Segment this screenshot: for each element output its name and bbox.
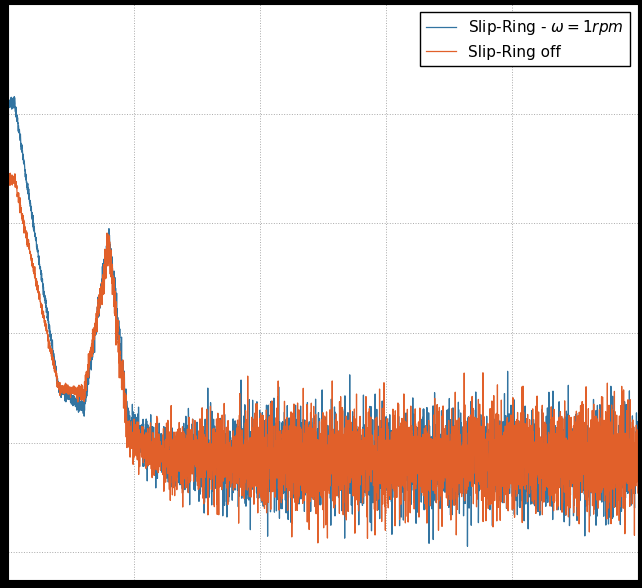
Slip-Ring off bbox=[245, 443, 253, 450]
Slip-Ring off bbox=[314, 539, 322, 546]
Slip-Ring - $\omega = 1rpm$ bbox=[634, 476, 642, 483]
Slip-Ring - $\omega = 1rpm$ bbox=[245, 455, 253, 462]
Slip-Ring off bbox=[474, 421, 482, 428]
Slip-Ring off bbox=[119, 356, 126, 363]
Slip-Ring off bbox=[4, 176, 12, 183]
Slip-Ring - $\omega = 1rpm$ bbox=[10, 93, 18, 100]
Slip-Ring off bbox=[523, 439, 530, 446]
Slip-Ring - $\omega = 1rpm$ bbox=[4, 95, 12, 102]
Line: Slip-Ring - $\omega = 1rpm$: Slip-Ring - $\omega = 1rpm$ bbox=[8, 96, 638, 546]
Slip-Ring - $\omega = 1rpm$ bbox=[382, 452, 390, 459]
Slip-Ring - $\omega = 1rpm$ bbox=[474, 450, 482, 457]
Slip-Ring off bbox=[6, 170, 14, 177]
Slip-Ring off bbox=[382, 456, 390, 463]
Slip-Ring - $\omega = 1rpm$ bbox=[523, 470, 530, 477]
Slip-Ring off bbox=[634, 489, 642, 496]
Slip-Ring - $\omega = 1rpm$ bbox=[414, 459, 422, 466]
Slip-Ring - $\omega = 1rpm$ bbox=[119, 368, 126, 375]
Slip-Ring - $\omega = 1rpm$ bbox=[464, 543, 471, 550]
Line: Slip-Ring off: Slip-Ring off bbox=[8, 173, 638, 543]
Slip-Ring off bbox=[414, 447, 422, 455]
Legend: Slip-Ring - $\omega = 1rpm$, Slip-Ring off: Slip-Ring - $\omega = 1rpm$, Slip-Ring o… bbox=[419, 12, 630, 66]
